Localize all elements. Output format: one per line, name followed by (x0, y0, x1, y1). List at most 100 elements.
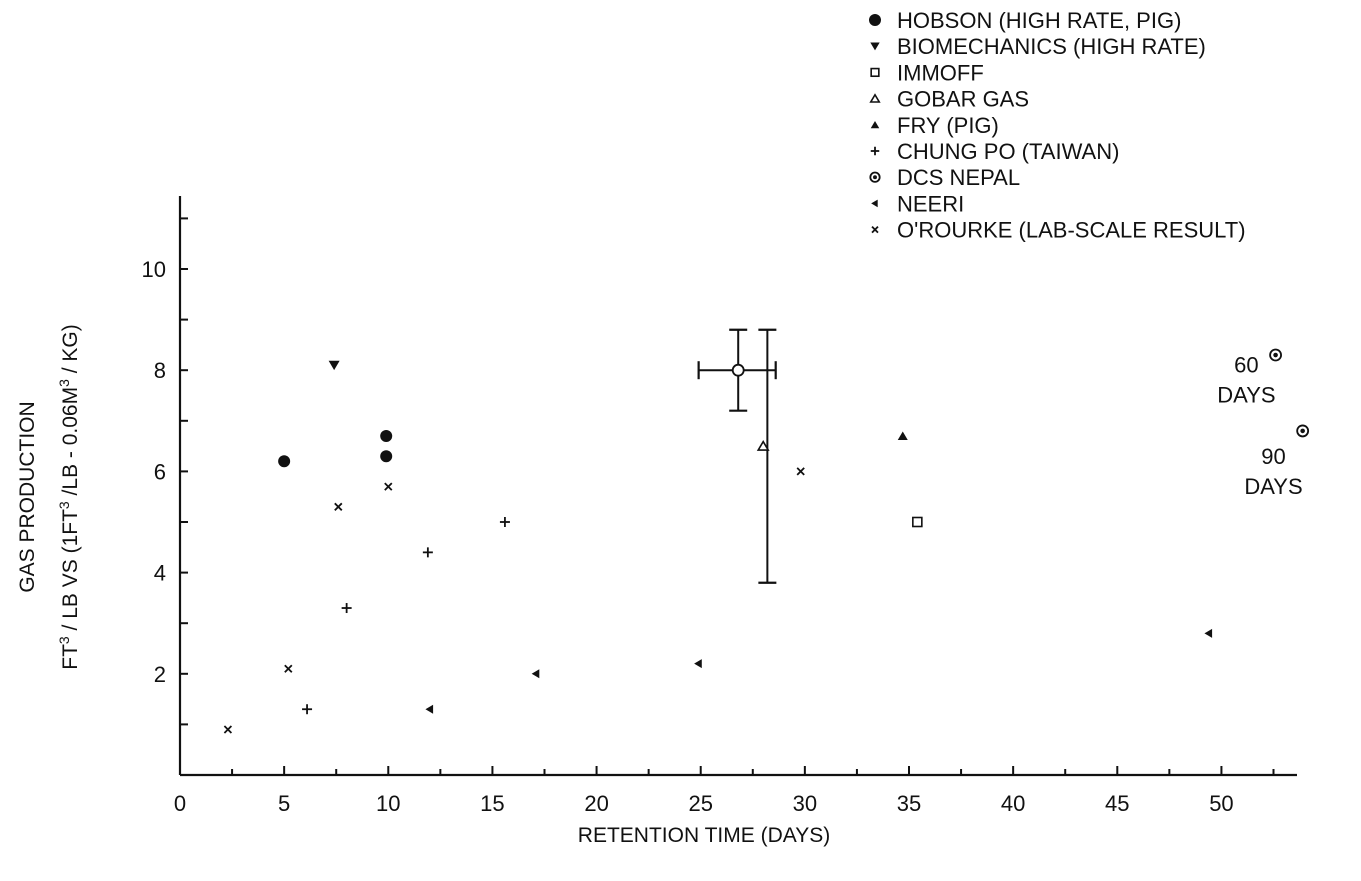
marker-filled-circle (278, 455, 291, 468)
legend: HOBSON (HIGH RATE, PIG)BIOMECHANICS (HIG… (869, 8, 1246, 243)
legend-label: CHUNG PO (TAIWAN) (897, 139, 1119, 164)
x-tick-label: 40 (1001, 791, 1025, 816)
y-axis-label-part: 3 (56, 636, 72, 644)
marker-plus (341, 603, 352, 614)
dot (1300, 428, 1305, 434)
x-tick-label: 15 (480, 791, 504, 816)
series-fry-pig (897, 431, 908, 440)
x-axis-label: RETENTION TIME (DAYS) (578, 824, 830, 847)
marker-dotted-circle (1296, 424, 1310, 438)
marker-filled-circle (380, 450, 393, 463)
data-points (223, 348, 1310, 734)
marker-plus (870, 146, 880, 156)
marker-open-square (912, 516, 923, 528)
marker-plus (302, 704, 313, 715)
series-immoff (912, 516, 923, 528)
marker-x (384, 482, 393, 491)
marker-dotted-circle (1269, 348, 1282, 362)
axes (178, 196, 1297, 777)
x-ticks: 0 5 10 15 20 25 30 35 40 45 50 (174, 766, 1275, 816)
legend-label: BIOMECHANICS (HIGH RATE) (897, 34, 1206, 59)
y-tick-label: 4 (154, 561, 166, 586)
marker-open-up-triangle (756, 440, 770, 451)
y-tick-label: 8 (154, 358, 166, 383)
legend-entry: CHUNG PO (TAIWAN) (870, 139, 1119, 164)
x-tick-label: 50 (1209, 791, 1233, 816)
y-ticks: 2 4 6 8 10 (142, 217, 188, 726)
marker-left-triangle (531, 669, 540, 679)
x-b (871, 225, 879, 234)
x-b (223, 725, 233, 734)
legend-entry: FRY (PIG) (870, 113, 999, 138)
legend-label: IMMOFF (897, 60, 984, 85)
y-axis-label-part: / KG) (59, 324, 82, 379)
legend-entry: IMMOFF (870, 60, 984, 85)
x-b (796, 467, 805, 476)
marker-x (334, 502, 343, 511)
dot (873, 175, 877, 180)
series-neeri (425, 628, 1213, 714)
marker-filled-circle (380, 429, 393, 442)
series-gobar-gas (756, 440, 770, 451)
y-axis-label-part: 3 (56, 501, 72, 509)
series-hobson-high-rate-pig (278, 429, 393, 468)
marker-x (796, 467, 805, 476)
marker-open-circle (731, 363, 745, 377)
series-o-rourke-lab-scale-result (223, 467, 805, 734)
marker-x (284, 664, 293, 673)
legend-label: O'ROURKE (LAB-SCALE RESULT) (897, 218, 1246, 243)
marker-x (871, 225, 879, 234)
marker-x (223, 725, 233, 734)
marker-left-triangle (871, 199, 878, 208)
marker-left-triangle (425, 704, 434, 714)
x-tick-label: 5 (278, 791, 290, 816)
marker-left-triangle (694, 659, 702, 669)
x-tick-label: 0 (174, 791, 186, 816)
y-tick-label: 6 (154, 459, 166, 484)
series-dcs-nepal (1269, 348, 1310, 438)
annotation-label: DAYS (1244, 474, 1302, 499)
legend-label: FRY (PIG) (897, 113, 999, 138)
y-axis-label-part: / LB VS (1FT (59, 509, 82, 636)
y-axis-label-line1: GAS PRODUCTION (16, 401, 39, 592)
x-tick-label: 25 (688, 791, 712, 816)
marker-dotted-circle (869, 171, 881, 183)
annotation-label: 90 (1261, 444, 1285, 469)
annotation-label: DAYS (1217, 383, 1275, 408)
annotations: 60 DAYS 90 DAYS (1217, 353, 1302, 499)
x-tick-label: 45 (1105, 791, 1129, 816)
marker-filled-up-triangle (870, 120, 880, 129)
y-tick-label: 2 (154, 662, 166, 687)
error-bar (758, 328, 777, 584)
legend-entry: DCS NEPAL (869, 165, 1020, 190)
legend-label: GOBAR GAS (897, 87, 1029, 112)
marker-filled-down-triangle (870, 42, 880, 51)
y-axis-label: GAS PRODUCTION FT3 / LB VS (1FT3 /LB - 0… (16, 324, 82, 669)
y-axis-label-line2: FT3 / LB VS (1FT3 /LB - 0.06M3 / KG) (56, 324, 82, 669)
legend-entry: NEERI (871, 191, 964, 216)
series-biomechanics-high-rate (328, 360, 340, 371)
marker-filled-circle (869, 14, 881, 26)
marker-left-triangle (1204, 628, 1213, 638)
x-b (384, 482, 393, 491)
annotation-label: 60 (1234, 353, 1258, 378)
marker-open-up-triangle (869, 93, 881, 103)
legend-label: NEERI (897, 191, 964, 216)
x-b (334, 502, 343, 511)
y-axis-label-part: FT (59, 644, 82, 670)
x-b (284, 664, 293, 673)
legend-entry: BIOMECHANICS (HIGH RATE) (870, 34, 1206, 59)
marker-filled-up-triangle (897, 431, 908, 440)
legend-label: HOBSON (HIGH RATE, PIG) (897, 8, 1181, 33)
legend-entry: HOBSON (HIGH RATE, PIG) (869, 8, 1181, 33)
x-tick-label: 35 (897, 791, 921, 816)
x-tick-label: 10 (376, 791, 400, 816)
marker-plus (422, 547, 433, 558)
legend-entry: O'ROURKE (LAB-SCALE RESULT) (871, 218, 1246, 243)
x-tick-label: 30 (793, 791, 817, 816)
marker-open-square (870, 67, 880, 78)
legend-entry: GOBAR GAS (869, 87, 1029, 112)
series-chung-po-taiwan (302, 517, 510, 715)
x-tick-label: 20 (584, 791, 608, 816)
